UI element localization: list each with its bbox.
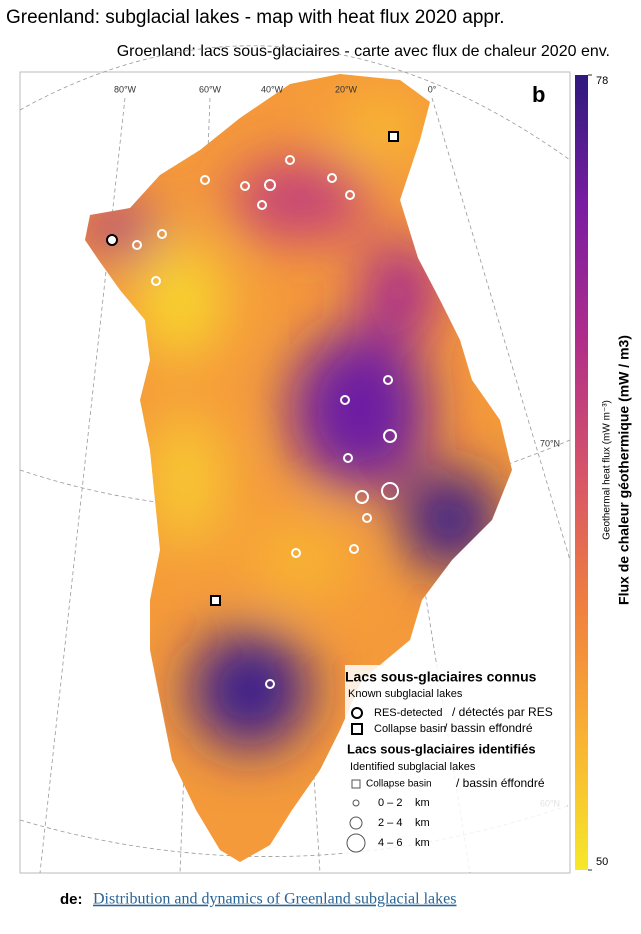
legend-text: RES-detected [374,707,442,719]
legend-text: Known subglacial lakes [348,688,463,700]
legend-text: km [415,817,430,829]
colorbar-label-fr: Flux de chaleur géothermique (mW / m3) [616,335,632,605]
lake-markers [106,155,399,689]
legend-text: Lacs sous-glaciaires identifiés [347,741,536,756]
graticule-label: 60°W [199,84,222,94]
legend-symbol [351,707,363,719]
colorbar-label-en: Geothermal heat flux (mW m⁻³) [602,400,613,540]
source-prefix: de: [60,891,83,908]
legend: Lacs sous-glaciaires connus Known subglac… [345,669,553,853]
legend-box [345,665,567,870]
legend-text: 0 – 2 [378,797,402,809]
legend-text: 4 – 6 [378,837,402,849]
legend-symbol [351,723,363,735]
source-link[interactable]: Distribution and dynamics of Greenland s… [93,891,456,908]
collapse-basin [210,595,221,606]
panel-label: b [532,82,545,107]
legend-text: km [415,837,430,849]
colorbar [575,75,588,870]
legend-text: / bassin éffondré [456,776,545,790]
legend-text: km [415,797,430,809]
collapse-basin [388,131,399,142]
legend-text: / détectés par RES [452,705,553,719]
title: Greenland: subglacial lakes - map with h… [6,7,505,28]
graticule-label: 70°N [540,438,560,448]
colorbar-tick-label: 50 [596,856,608,868]
legend-text: Identified subglacial lakes [350,761,476,773]
colorbar-tick-label: 78 [596,75,608,87]
legend-text: Lacs sous-glaciaires connus [345,669,537,685]
graticule-label: 20°W [335,84,358,94]
subtitle: Groenland: lacs sous-glaciaires - carte … [117,43,610,60]
graticule-label: 0° [428,84,437,94]
legend-text: Collapse basin [366,779,432,790]
legend-text: Collapse basin [374,723,446,735]
legend-text: / bassin effondré [444,721,533,735]
legend-text: 2 – 4 [378,817,402,829]
legend-symbol [349,816,363,830]
legend-symbol [352,799,360,807]
graticule-label: 40°W [261,84,284,94]
legend-symbol [351,779,361,789]
colorbar-ticks: 50 78 [588,74,608,871]
legend-symbol [346,833,366,853]
graticule-label: 80°W [114,84,137,94]
